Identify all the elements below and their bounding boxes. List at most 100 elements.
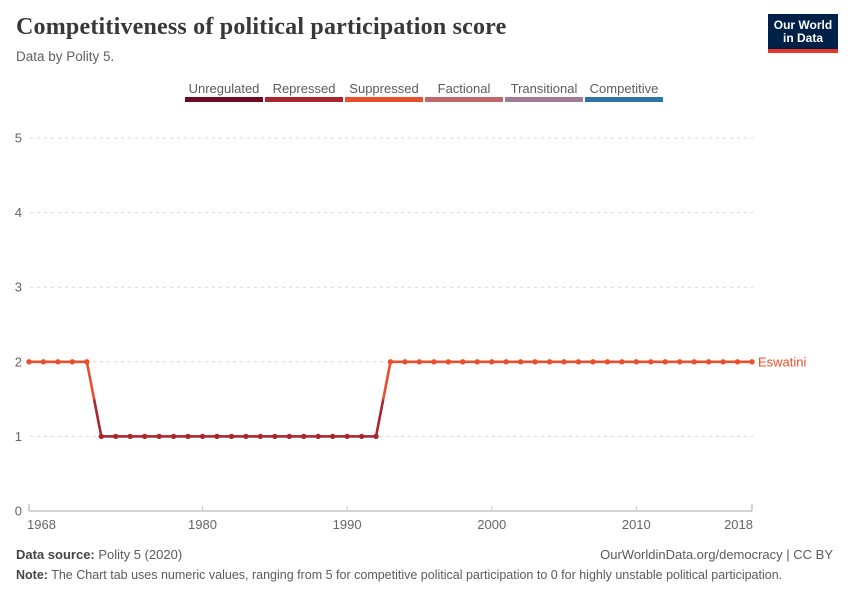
legend-color-bar <box>585 97 663 102</box>
data-point-1993[interactable] <box>387 359 394 365</box>
data-point-2009[interactable] <box>619 359 625 365</box>
series-segment <box>85 361 96 400</box>
y-tick-label: 2 <box>15 354 22 369</box>
data-point-2004[interactable] <box>546 359 553 365</box>
legend-label: Transitional <box>510 81 578 96</box>
data-point-2013[interactable] <box>677 359 683 365</box>
data-point-1971[interactable] <box>69 359 76 365</box>
data-point-1997[interactable] <box>445 359 452 365</box>
data-point-1979[interactable] <box>185 433 191 440</box>
attribution-link[interactable]: OurWorldinData.org/democracy | CC BY <box>600 547 833 562</box>
y-tick-label: 5 <box>15 131 22 146</box>
legend-color-bar <box>265 97 343 102</box>
chart-note: Note: The Chart tab uses numeric values,… <box>16 568 836 582</box>
y-tick-label: 4 <box>15 205 22 220</box>
data-point-2016[interactable] <box>720 359 726 365</box>
x-tick-label: 1968 <box>27 517 56 532</box>
data-point-1969[interactable] <box>40 359 47 365</box>
data-point-1994[interactable] <box>402 359 408 365</box>
data-point-2015[interactable] <box>705 359 712 365</box>
chart-subtitle: Data by Polity 5. <box>16 49 115 64</box>
category-legend: Unregulated Repressed Suppressed Factional T… <box>185 81 663 102</box>
data-point-1987[interactable] <box>301 433 307 440</box>
data-point-1982[interactable] <box>228 433 235 440</box>
data-point-1977[interactable] <box>156 433 162 440</box>
legend-item-unregulated[interactable]: Unregulated <box>185 81 263 102</box>
legend-color-bar <box>185 97 263 102</box>
legend-color-bar <box>505 97 583 102</box>
x-tick-label: 2000 <box>477 517 506 532</box>
data-point-1989[interactable] <box>329 433 336 440</box>
x-tick-label: 1990 <box>333 517 362 532</box>
series-segment <box>374 398 385 437</box>
legend-color-bar <box>345 97 423 102</box>
data-point-2008[interactable] <box>604 359 611 365</box>
data-point-1985[interactable] <box>272 433 278 440</box>
legend-item-repressed[interactable]: Repressed <box>265 81 343 102</box>
data-source-value: Polity 5 (2020) <box>94 547 183 562</box>
y-tick-label: 3 <box>15 280 22 295</box>
data-point-1990[interactable] <box>344 433 350 440</box>
chart-title: Competitiveness of political participati… <box>16 14 507 40</box>
data-point-2002[interactable] <box>517 359 524 365</box>
data-point-1996[interactable] <box>431 359 437 365</box>
data-point-1972[interactable] <box>84 359 90 365</box>
owid-logo-line2: in Data <box>782 31 823 45</box>
legend-label: Suppressed <box>349 81 419 96</box>
legend-item-suppressed[interactable]: Suppressed <box>345 81 423 102</box>
data-point-2000[interactable] <box>489 359 495 365</box>
data-point-1998[interactable] <box>460 359 466 365</box>
data-point-1973[interactable] <box>98 433 105 440</box>
chart-note-value: The Chart tab uses numeric values, rangi… <box>47 568 783 582</box>
y-tick-label: 0 <box>15 504 22 519</box>
data-point-1986[interactable] <box>286 433 292 440</box>
data-point-1970[interactable] <box>55 359 61 365</box>
series-segment <box>92 398 103 437</box>
chart-note-label: Note: <box>16 568 48 582</box>
series-segment <box>381 361 392 400</box>
data-point-1995[interactable] <box>416 359 423 365</box>
x-tick-label: 2018 <box>724 517 753 532</box>
data-point-1974[interactable] <box>113 433 119 440</box>
entity-label[interactable]: Eswatini <box>758 354 807 369</box>
x-tick-label: 1980 <box>188 517 217 532</box>
legend-label: Competitive <box>589 81 659 96</box>
data-point-2018[interactable] <box>749 359 755 365</box>
data-point-2005[interactable] <box>561 359 567 365</box>
data-point-1988[interactable] <box>315 433 321 440</box>
data-point-1983[interactable] <box>243 433 249 440</box>
data-point-1968[interactable] <box>26 359 32 365</box>
data-point-1980[interactable] <box>199 433 206 440</box>
legend-color-bar <box>425 97 503 102</box>
data-point-2006[interactable] <box>575 359 582 365</box>
data-point-2001[interactable] <box>503 359 509 365</box>
data-point-2010[interactable] <box>633 359 640 365</box>
data-point-1999[interactable] <box>474 359 480 365</box>
legend-item-factional[interactable]: Factional <box>425 81 503 102</box>
data-point-2003[interactable] <box>532 359 538 365</box>
data-point-2014[interactable] <box>691 359 697 365</box>
legend-label: Factional <box>437 81 491 96</box>
legend-item-competitive[interactable]: Competitive <box>585 81 663 102</box>
legend-item-transitional[interactable]: Transitional <box>505 81 583 102</box>
data-point-1984[interactable] <box>257 433 264 440</box>
data-point-1975[interactable] <box>127 433 133 440</box>
data-point-1978[interactable] <box>170 433 177 440</box>
y-tick-label: 1 <box>15 429 22 444</box>
data-point-1976[interactable] <box>141 433 148 440</box>
data-point-2012[interactable] <box>662 359 668 365</box>
x-tick-label: 2010 <box>622 517 651 532</box>
owid-logo-line1: Our World <box>773 18 833 32</box>
legend-label: Unregulated <box>188 81 260 96</box>
data-point-1981[interactable] <box>214 433 220 440</box>
data-point-2017[interactable] <box>734 359 741 365</box>
data-point-1991[interactable] <box>358 433 365 440</box>
data-point-2007[interactable] <box>590 359 596 365</box>
data-point-2011[interactable] <box>648 359 654 365</box>
legend-label: Repressed <box>272 81 336 96</box>
owid-logo[interactable]: Our World in Data <box>768 14 838 53</box>
data-source-label: Data source: <box>16 547 95 562</box>
data-source: Data source: Polity 5 (2020) <box>16 547 182 562</box>
data-point-1992[interactable] <box>373 433 379 440</box>
